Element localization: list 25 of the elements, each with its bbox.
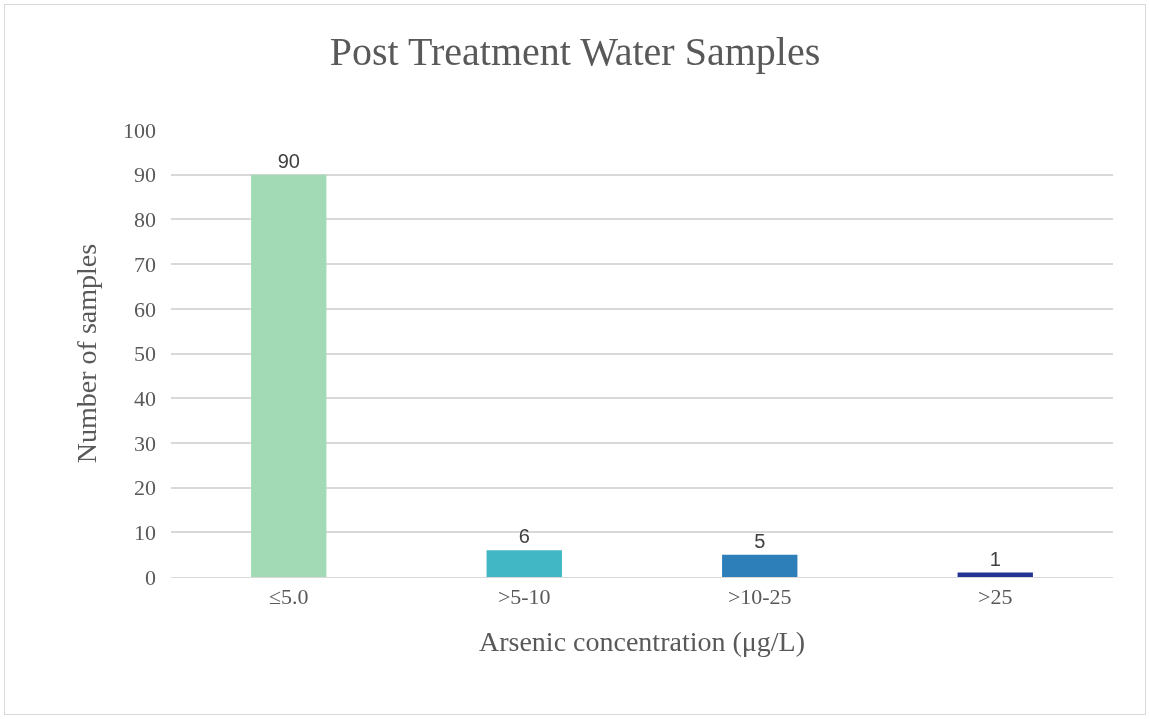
y-tick-label: 90: [134, 162, 156, 188]
x-tick-label: >25: [978, 584, 1013, 610]
y-tick-label: 20: [134, 475, 156, 501]
data-label: 90: [277, 149, 300, 172]
y-axis-title: Number of samples: [70, 243, 102, 464]
y-tick-label: 70: [134, 251, 156, 277]
bar: [722, 554, 798, 577]
y-tick-label: 100: [123, 117, 156, 143]
data-label: 1: [989, 547, 1001, 570]
bar: [486, 550, 562, 577]
x-tick-label: >5-10: [497, 584, 551, 610]
y-tick-label: 30: [134, 430, 156, 456]
chart-title: Post Treatment Water Samples: [329, 28, 821, 74]
x-axis-title: Arsenic concentration (μg/L): [479, 625, 805, 657]
y-tick-label: 10: [134, 520, 156, 545]
y-tick-label: 40: [134, 385, 156, 411]
x-tick-label: ≤5.0: [268, 584, 309, 610]
x-tick-label: >10-25: [727, 584, 792, 610]
data-label: 5: [754, 529, 766, 552]
y-tick-label: 0: [145, 564, 156, 590]
bar: [251, 174, 327, 577]
y-tick-label: 50: [134, 341, 156, 367]
y-tick-label: 60: [134, 296, 156, 322]
y-tick-label: 80: [134, 207, 156, 233]
data-label: 6: [518, 525, 530, 548]
